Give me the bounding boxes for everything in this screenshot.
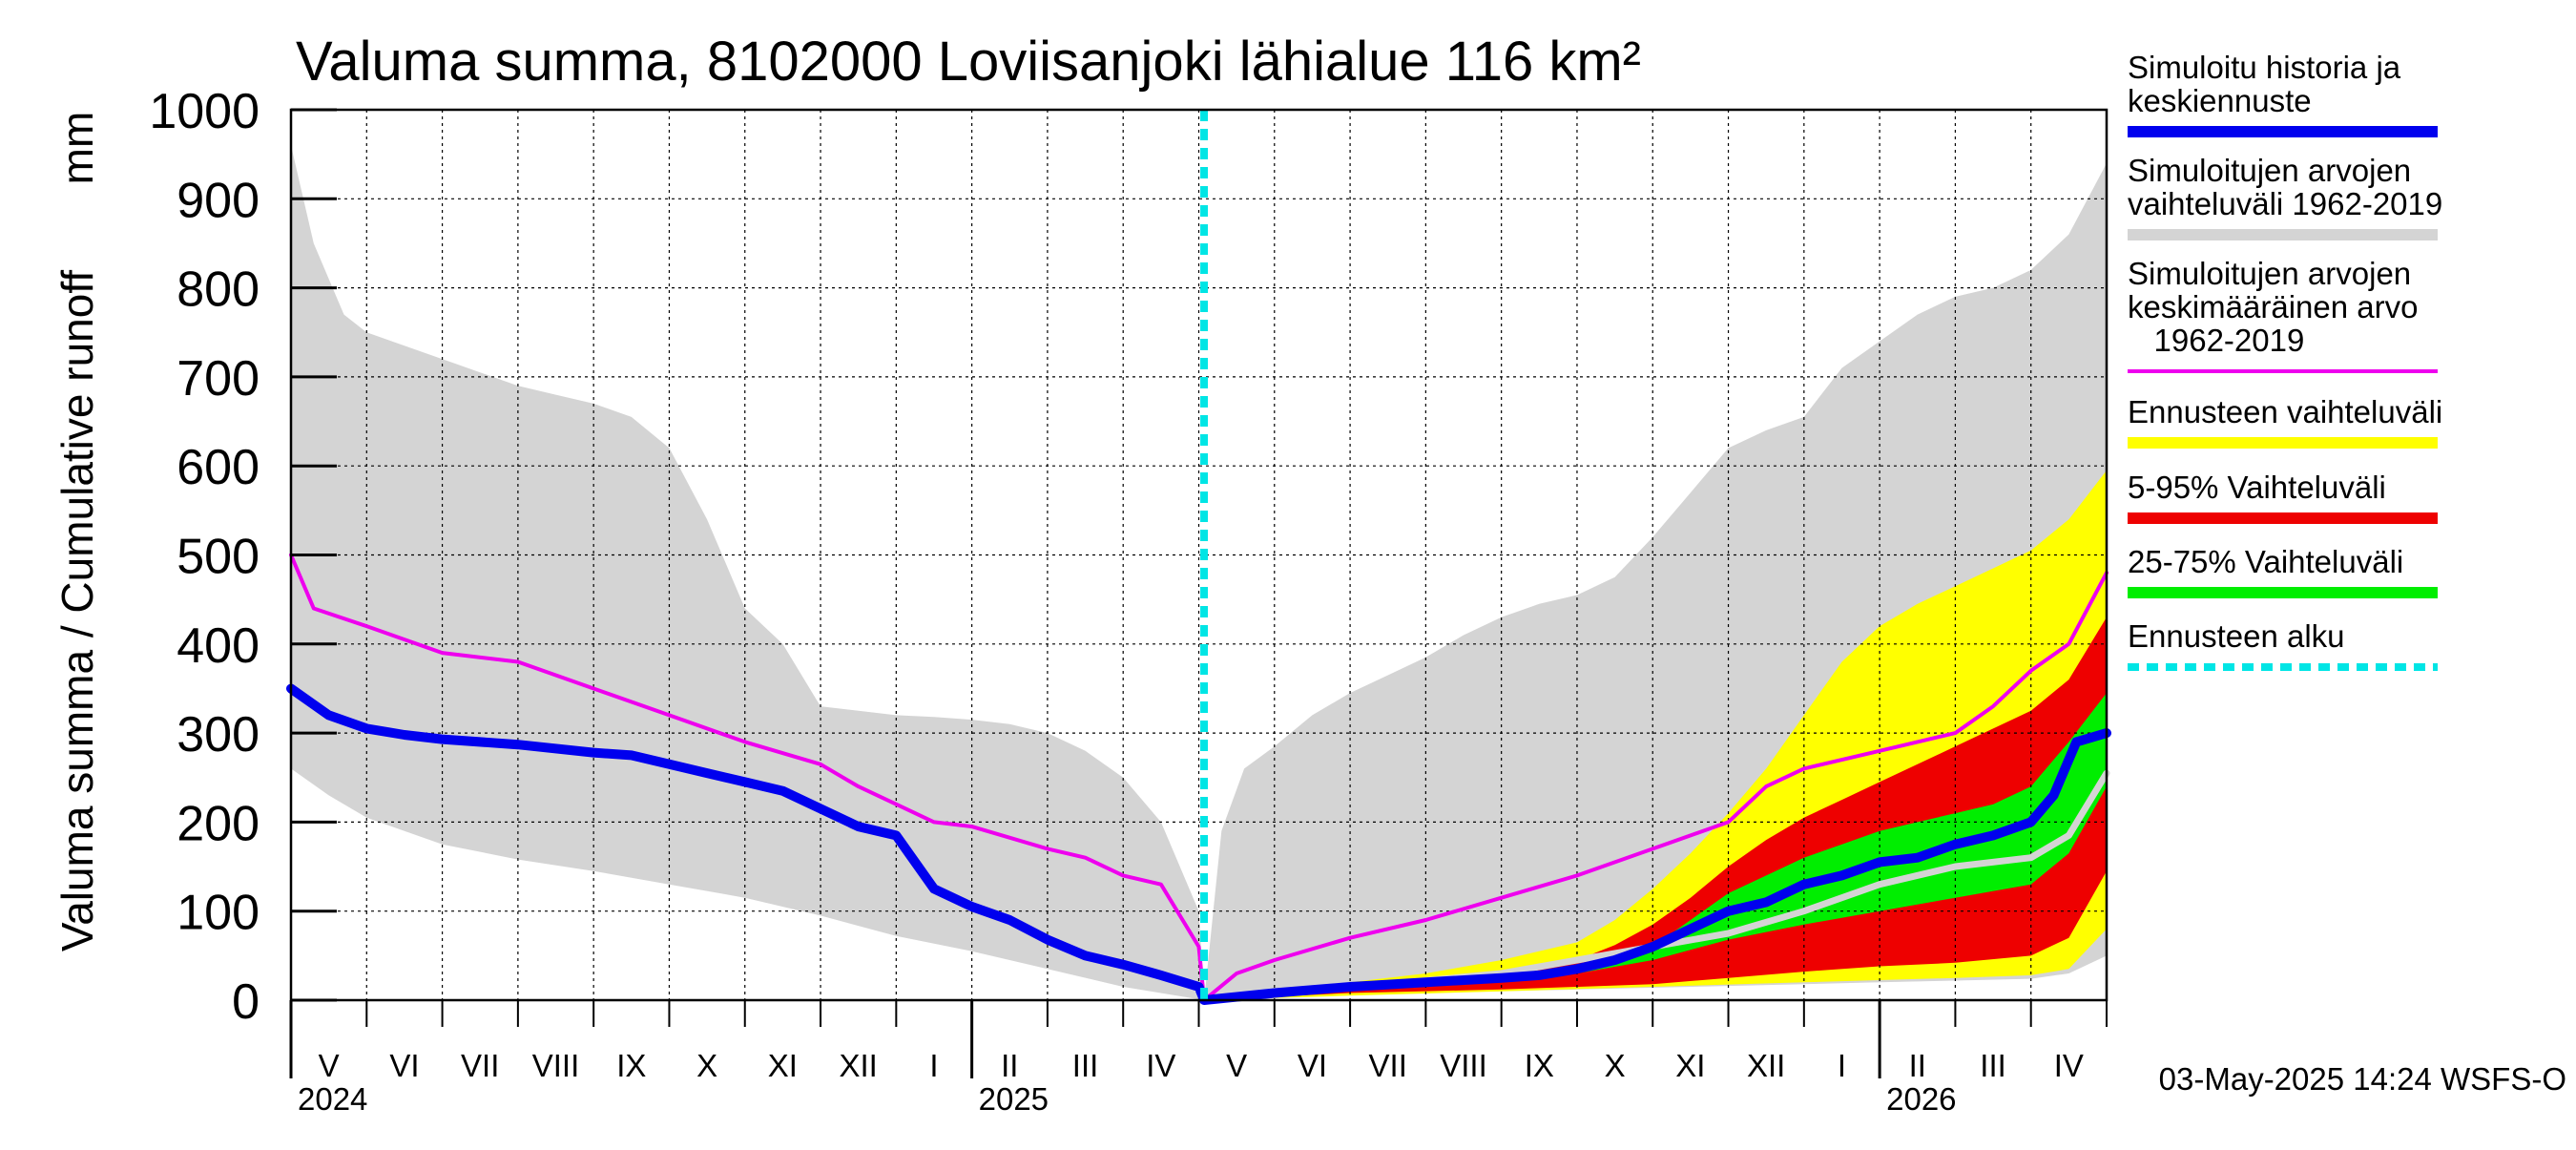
y-tick-label: 200 xyxy=(177,796,260,851)
y-tick-label: 300 xyxy=(177,707,260,763)
legend-label: Ennusteen alku xyxy=(2128,618,2345,654)
x-month-label: X xyxy=(696,1048,717,1083)
y-tick-label: 600 xyxy=(177,440,260,495)
x-month-label: VI xyxy=(389,1048,419,1083)
y-tick-label: 800 xyxy=(177,262,260,318)
x-month-label: V xyxy=(319,1048,340,1083)
legend-label: Simuloitu historia ja xyxy=(2128,50,2401,85)
x-year-label: 2026 xyxy=(1886,1081,1956,1117)
y-axis-unit: mm xyxy=(52,112,102,185)
timestamp: 03-May-2025 14:24 WSFS-O xyxy=(2159,1061,2566,1097)
history-range-band-1 xyxy=(291,145,1205,1001)
x-month-label: XII xyxy=(840,1048,878,1083)
x-month-label: II xyxy=(1909,1048,1926,1083)
legend-label: Simuloitujen arvojen xyxy=(2128,153,2411,188)
legend-label: 1962-2019 xyxy=(2128,323,2304,358)
x-month-label: VII xyxy=(461,1048,499,1083)
x-month-label: VIII xyxy=(1440,1048,1487,1083)
x-month-label: IX xyxy=(616,1048,646,1083)
x-month-label: XII xyxy=(1747,1048,1785,1083)
legend-label: Simuloitujen arvojen xyxy=(2128,256,2411,291)
x-year-label: 2025 xyxy=(979,1081,1049,1117)
x-month-label: V xyxy=(1226,1048,1247,1083)
x-year-label: 2024 xyxy=(298,1081,367,1117)
x-month-label: III xyxy=(1980,1048,2006,1083)
x-month-label: XI xyxy=(768,1048,798,1083)
legend-label: Ennusteen vaihteluväli xyxy=(2128,394,2442,429)
x-month-label: XI xyxy=(1675,1048,1705,1083)
simulated-history-line xyxy=(286,683,2111,1005)
x-month-label: IX xyxy=(1525,1048,1554,1083)
y-axis-label: Valuma summa / Cumulative runoff xyxy=(52,270,102,951)
x-month-label: VI xyxy=(1298,1048,1327,1083)
legend-label: vaihteluväli 1962-2019 xyxy=(2128,186,2442,221)
chart-title: Valuma summa, 8102000 Loviisanjoki lähia… xyxy=(296,31,1641,93)
x-month-label: IV xyxy=(2054,1048,2084,1083)
x-month-label: VII xyxy=(1369,1048,1407,1083)
x-month-label: VIII xyxy=(532,1048,580,1083)
y-tick-label: 100 xyxy=(177,886,260,941)
legend-label: 25-75% Vaihteluväli xyxy=(2128,544,2403,579)
band-25-75 xyxy=(1204,693,2107,1000)
x-month-label: III xyxy=(1072,1048,1099,1083)
x-month-label: I xyxy=(1838,1048,1846,1083)
y-tick-label: 700 xyxy=(177,351,260,407)
x-month-label: I xyxy=(929,1048,938,1083)
legend-label: keskimääräinen arvo xyxy=(2128,289,2418,324)
y-tick-label: 1000 xyxy=(149,84,260,139)
x-month-label: IV xyxy=(1146,1048,1175,1083)
y-tick-label: 500 xyxy=(177,530,260,585)
y-tick-label: 0 xyxy=(232,974,260,1030)
legend-label: 5-95% Vaihteluväli xyxy=(2128,470,2386,505)
y-tick-label: 900 xyxy=(177,173,260,228)
mean-line xyxy=(289,553,2109,1002)
x-month-label: X xyxy=(1605,1048,1626,1083)
y-tick-label: 400 xyxy=(177,618,260,674)
x-month-label: II xyxy=(1001,1048,1018,1083)
legend-label: keskiennuste xyxy=(2128,83,2312,118)
